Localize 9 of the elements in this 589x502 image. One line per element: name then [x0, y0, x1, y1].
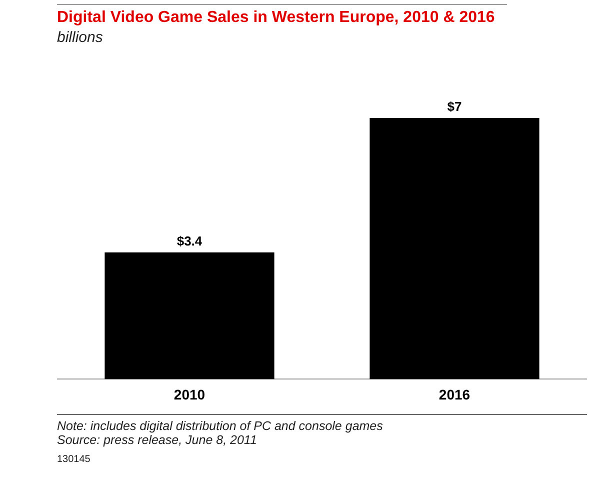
x-tick-label: 2010: [174, 386, 206, 402]
data-label: $7: [447, 99, 462, 114]
text: 130145: [57, 453, 92, 467]
source-note: Source: press release, June 8, 2011: [57, 433, 258, 447]
x-tick-label: 2016: [438, 386, 470, 402]
text: Note: includes digital distribution of PC and console games: [57, 419, 384, 433]
chart-subtitle: billions: [57, 29, 104, 46]
chart-title: Digital Video Game Sales in Western Europe, 2010 & 2016: [57, 4, 507, 27]
data-label: $3.4: [176, 233, 203, 248]
